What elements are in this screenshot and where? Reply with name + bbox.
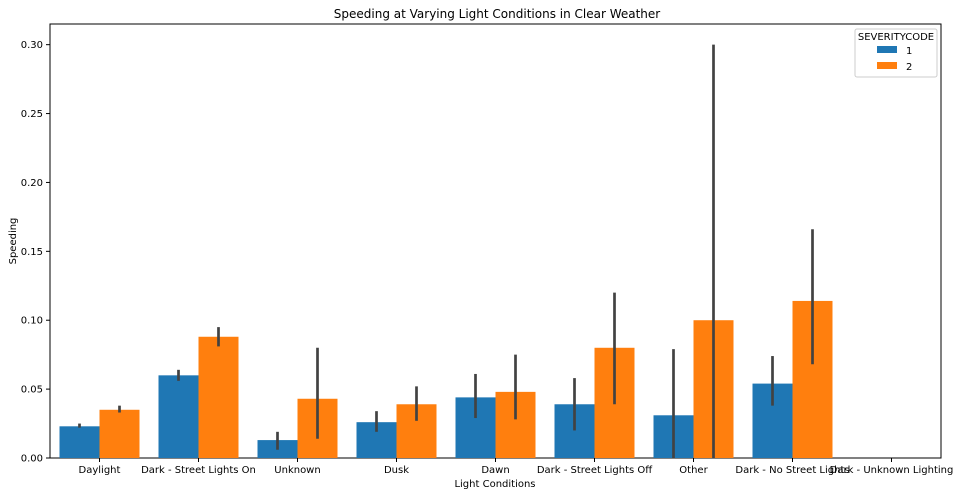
x-tick-label-3: Dusk [384, 465, 409, 476]
x-tick-label-1: Dark - Street Lights On [141, 465, 256, 476]
legend-swatch-series-1 [877, 46, 897, 53]
x-tick-label-2: Unknown [274, 465, 320, 476]
errorbars-group [78, 44, 814, 458]
bar-series-2-0 [99, 409, 140, 458]
bar-series-2-1 [198, 336, 239, 458]
x-tick-label-8: Dark - Unknown Lighting [830, 465, 954, 476]
y-tick-label-3: 0.15 [21, 247, 43, 258]
legend-label-series-2: 2 [906, 62, 912, 73]
bar-series-1-1 [158, 375, 199, 458]
x-tick-label-7: Dark - No Street Lights [735, 465, 849, 476]
y-axis-title: Speeding [8, 218, 19, 265]
chart-title: Speeding at Varying Light Conditions in … [334, 7, 661, 21]
x-tick-label-4: Dawn [481, 465, 509, 476]
y-tick-label-1: 0.05 [21, 385, 43, 396]
x-tick-label-5: Dark - Street Lights Off [537, 465, 653, 476]
legend: SEVERITYCODE 1 2 [854, 28, 938, 78]
bars-group [59, 300, 833, 458]
legend-label-series-1: 1 [906, 46, 912, 57]
y-tick-label-5: 0.25 [21, 109, 43, 120]
y-tick-label-4: 0.20 [21, 178, 43, 189]
plot-area [49, 23, 942, 459]
x-tick-label-0: Daylight [79, 465, 121, 476]
y-axis: 0.00 0.05 0.10 0.15 0.20 0.25 0.30 [21, 40, 50, 465]
bar-series-1-0 [59, 426, 100, 458]
x-axis: Daylight Dark - Street Lights On Unknown Du… [79, 458, 954, 476]
y-tick-label-0: 0.00 [21, 454, 43, 465]
y-tick-label-2: 0.10 [21, 316, 43, 327]
legend-swatch-series-2 [877, 62, 897, 69]
x-axis-title: Light Conditions [454, 479, 535, 490]
y-tick-label-6: 0.30 [21, 40, 43, 51]
legend-title: SEVERITYCODE [858, 32, 934, 43]
x-tick-label-6: Other [679, 465, 708, 476]
